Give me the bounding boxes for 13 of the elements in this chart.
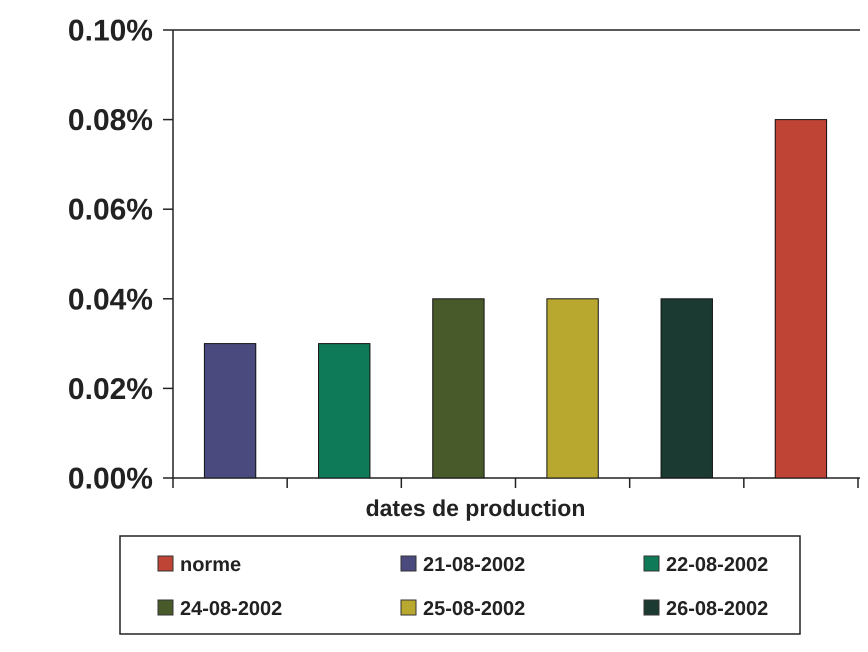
legend-label: 22-08-2002 [666, 554, 768, 576]
y-tick-label: 0.04% [68, 283, 153, 316]
legend-label: 21-08-2002 [423, 554, 526, 576]
x-axis-title: dates de production [366, 495, 586, 521]
y-tick-label: 0.00% [68, 462, 153, 496]
legend-label: norme [180, 554, 242, 576]
legend-label: 25-08-2002 [423, 598, 526, 620]
legend-label: 26-08-2002 [666, 598, 768, 620]
legend-label: 24-08-2002 [180, 598, 282, 620]
y-tick-label: 0.06% [68, 194, 153, 227]
y-tick-label: 0.08% [68, 104, 153, 138]
y-tick-label: 0.10% [68, 14, 153, 48]
y-tick-label: 0.02% [68, 372, 153, 406]
